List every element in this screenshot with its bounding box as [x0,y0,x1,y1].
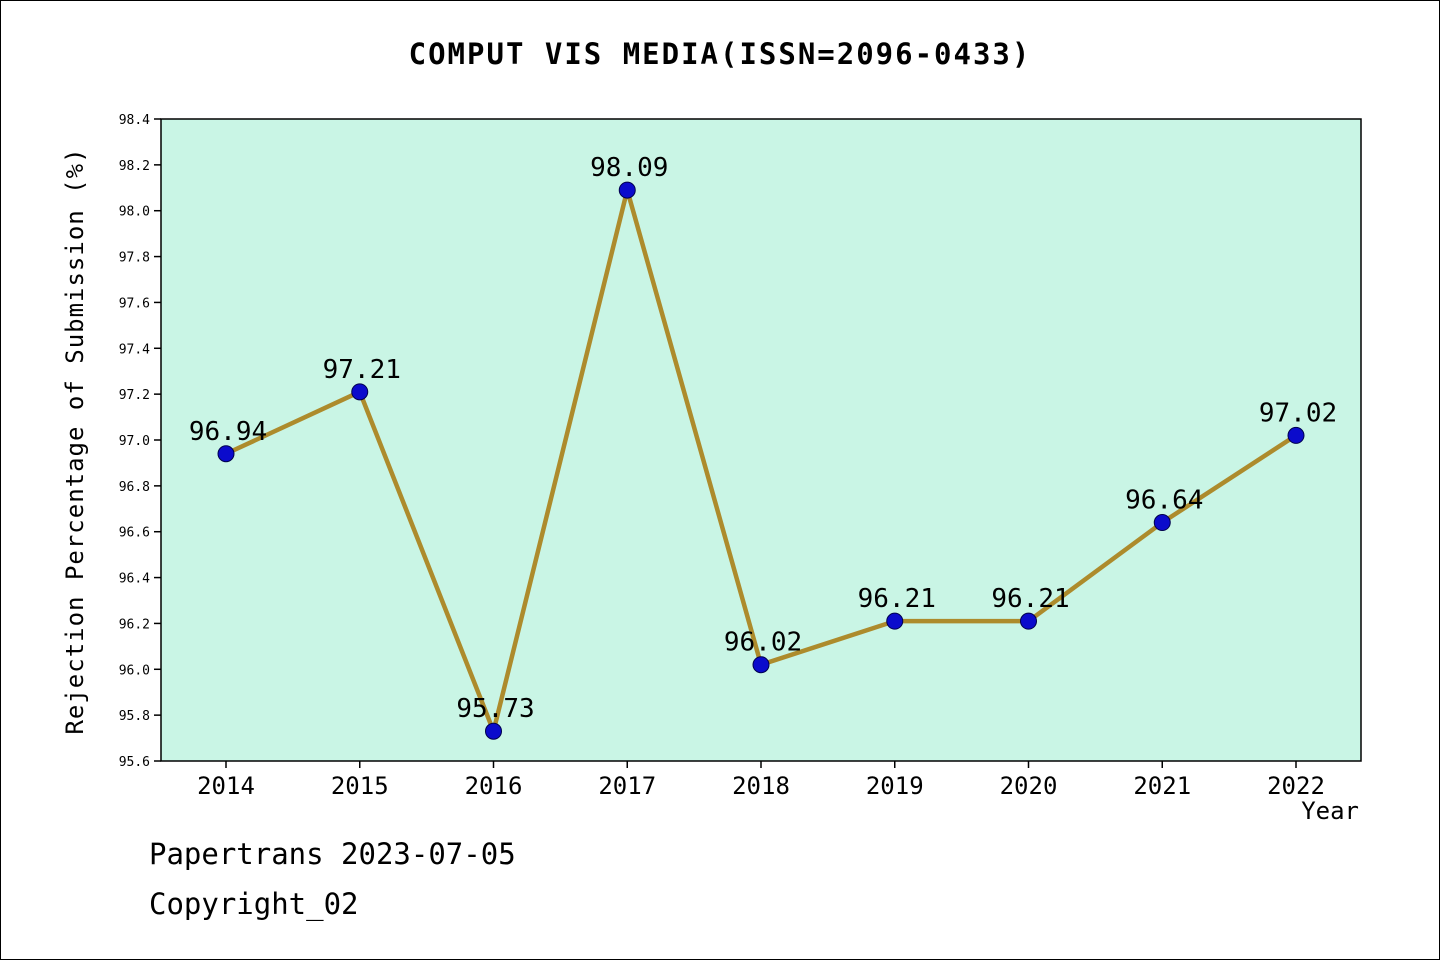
data-point-label: 96.94 [189,417,267,447]
y-tick-label: 95.8 [119,709,150,724]
y-tick-label: 96.4 [119,572,150,587]
data-point-label: 96.64 [1125,486,1203,516]
data-point-label: 95.73 [456,694,534,724]
data-point-label: 96.21 [991,584,1069,614]
y-tick-label: 97.6 [119,296,150,311]
y-tick-label: 97.8 [119,251,150,266]
x-axis-label: Year [1301,797,1359,825]
data-point-label: 96.02 [724,628,802,658]
footer-copyright: Copyright_02 [149,887,359,921]
data-point [1020,612,1037,630]
x-tick-label: 2016 [465,772,523,800]
x-tick-label: 2019 [866,772,924,800]
x-tick-label: 2018 [732,772,790,800]
y-tick-label: 98.2 [119,159,150,174]
y-tick-label: 97.4 [119,342,150,357]
data-point [886,612,904,630]
plot-area [160,118,1362,762]
data-point [618,181,636,199]
x-tick-label: 2022 [1267,772,1325,800]
data-point [217,445,235,463]
x-tick-label: 2017 [598,772,656,800]
footer-date: Papertrans 2023-07-05 [149,837,516,871]
data-point [485,722,502,740]
y-tick-label: 97.0 [119,434,150,449]
y-tick-label: 96.6 [119,526,150,541]
x-tick-label: 2014 [197,772,255,800]
data-point-label: 97.21 [323,355,401,385]
data-point [351,383,369,401]
y-tick-label: 96.0 [119,663,150,678]
chart-title: COMPUT VIS MEDIA(ISSN=2096-0433) [408,37,1032,71]
y-tick-label: 98.0 [119,205,150,220]
y-axis-label: Rejection Percentage of Submission (%) [61,147,89,735]
data-point-label: 97.02 [1259,398,1337,428]
y-tick-label: 98.4 [119,113,150,128]
data-point [1287,426,1305,444]
data-point [1153,514,1171,532]
x-tick-label: 2021 [1133,772,1191,800]
x-tick-label: 2015 [331,772,389,800]
x-tick-label: 2020 [1000,772,1058,800]
y-tick-label: 95.6 [119,755,150,770]
y-tick-label: 97.2 [119,388,150,403]
y-tick-label: 96.8 [119,480,150,495]
data-point-label: 98.09 [590,153,668,183]
data-point-label: 96.21 [858,584,936,614]
y-tick-label: 96.2 [119,617,150,632]
data-point [752,656,770,674]
